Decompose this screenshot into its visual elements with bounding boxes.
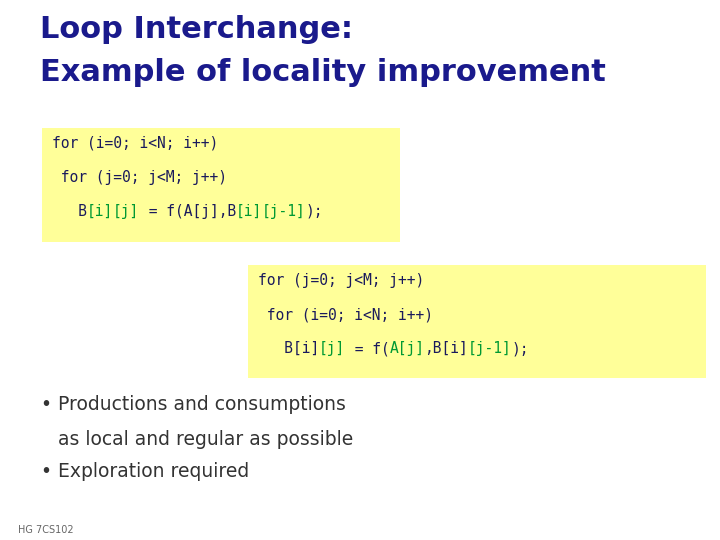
Text: for (j=0; j<M; j++): for (j=0; j<M; j++)	[258, 273, 424, 288]
Text: HG 7CS102: HG 7CS102	[18, 525, 73, 535]
Text: [i]: [i]	[87, 204, 113, 219]
Text: •: •	[40, 462, 51, 481]
Text: [j]: [j]	[319, 341, 346, 356]
Text: = f(A[j],B: = f(A[j],B	[140, 204, 235, 219]
Text: [j-1]: [j-1]	[262, 204, 306, 219]
Text: = f(: = f(	[346, 341, 390, 356]
Text: B: B	[52, 204, 87, 219]
Text: Loop Interchange:: Loop Interchange:	[40, 15, 353, 44]
Text: for (i=0; i<N; i++): for (i=0; i<N; i++)	[258, 307, 433, 322]
Text: A[j]: A[j]	[390, 341, 424, 356]
Text: );: );	[512, 341, 529, 356]
Text: );: );	[306, 204, 323, 219]
Text: as local and regular as possible: as local and regular as possible	[58, 430, 354, 449]
Text: ,B[i]: ,B[i]	[424, 341, 468, 356]
Text: [j-1]: [j-1]	[468, 341, 512, 356]
Text: •: •	[40, 395, 51, 414]
Text: for (j=0; j<M; j++): for (j=0; j<M; j++)	[52, 170, 227, 185]
Bar	[42, 128, 400, 242]
Text: [i]: [i]	[235, 204, 262, 219]
Text: for (i=0; i<N; i++): for (i=0; i<N; i++)	[52, 136, 218, 151]
Bar	[248, 265, 706, 378]
Text: Exploration required: Exploration required	[58, 462, 249, 481]
Text: Example of locality improvement: Example of locality improvement	[40, 58, 606, 87]
Text: Productions and consumptions: Productions and consumptions	[58, 395, 346, 414]
Text: B[i]: B[i]	[258, 341, 319, 356]
Text: [j]: [j]	[113, 204, 140, 219]
